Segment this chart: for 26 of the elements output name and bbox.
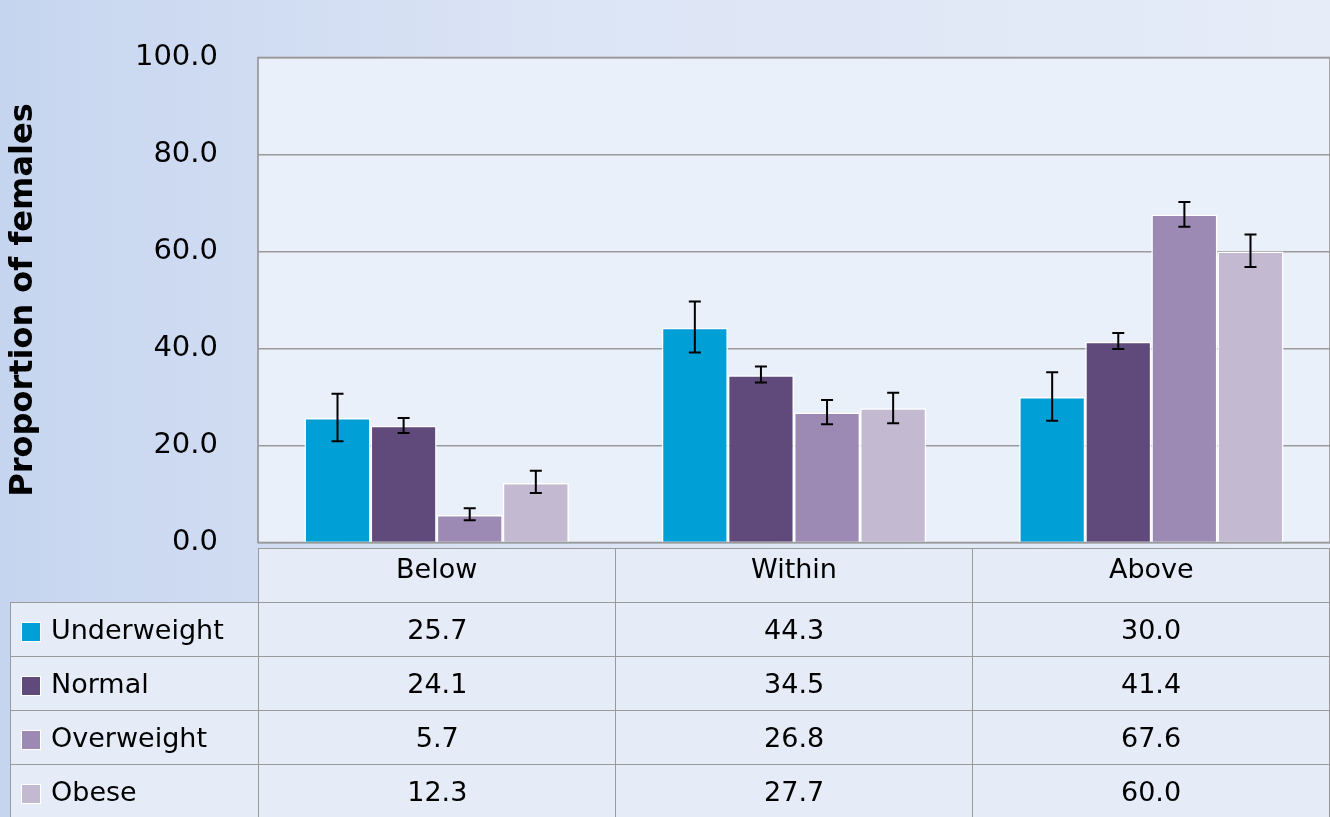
data-label: 27.7: [615, 764, 973, 817]
data-label: 67.6: [972, 710, 1330, 765]
y-tick-label: 20.0: [153, 426, 218, 461]
data-label: 60.0: [972, 764, 1330, 817]
legend-label: Overweight: [10, 710, 259, 765]
data-label: 34.5: [615, 656, 973, 711]
data-label: 24.1: [258, 656, 616, 711]
data-label: 41.4: [972, 656, 1330, 711]
x-tick-label: Within: [751, 552, 837, 584]
legend-label: Obese: [10, 764, 259, 817]
data-label: 44.3: [615, 602, 973, 657]
legend-label: Underweight: [10, 602, 259, 657]
data-label: 30.0: [972, 602, 1330, 657]
x-tick-label: Below: [396, 552, 478, 584]
data-label: 25.7: [258, 602, 616, 657]
data-label: 12.3: [258, 764, 616, 817]
y-tick-label: 80.0: [153, 134, 218, 169]
x-tick-label: Above: [1108, 552, 1194, 584]
data-label: 26.8: [615, 710, 973, 765]
legend-label: Normal: [10, 656, 259, 711]
y-tick-label: 40.0: [153, 329, 218, 364]
y-axis-title: Proportion of females: [1, 103, 40, 497]
y-tick-label: 0.0: [171, 523, 218, 558]
data-label: 5.7: [258, 710, 616, 765]
y-tick-label: 60.0: [153, 232, 218, 267]
y-tick-label: 100.0: [134, 37, 218, 72]
